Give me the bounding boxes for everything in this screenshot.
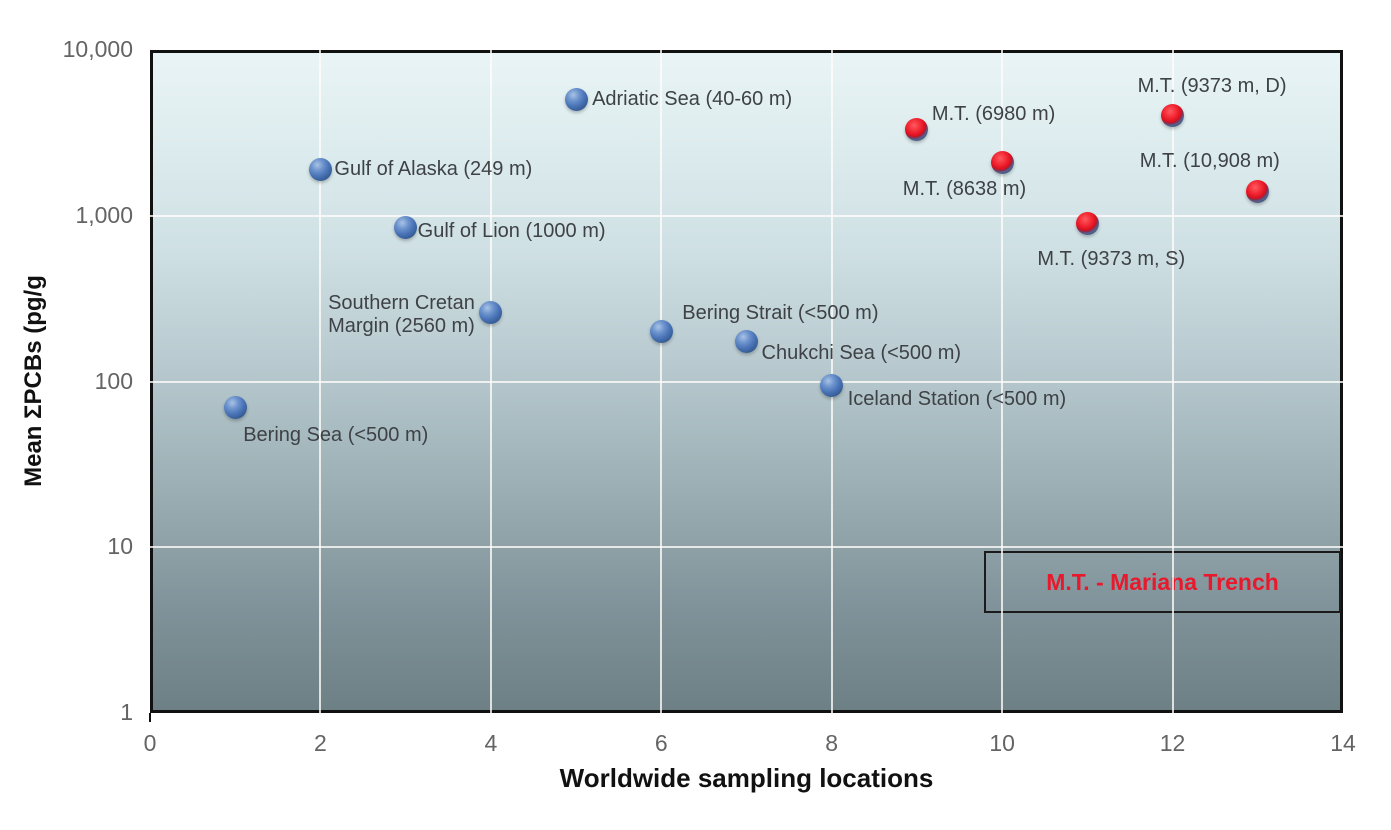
x-tick-label: 0 <box>143 730 157 756</box>
x-tick-label: 10 <box>989 730 1015 756</box>
data-point <box>649 320 673 344</box>
data-point-label: M.T. (6980 m) <box>931 102 1056 125</box>
data-point <box>1161 104 1185 128</box>
data-point <box>308 158 332 182</box>
y-tick-label: 10,000 <box>62 36 133 62</box>
legend-box: M.T. - Mariana Trench <box>984 551 1341 613</box>
data-point-label: M.T. (9373 m, S) <box>1037 248 1186 271</box>
data-point <box>223 395 247 419</box>
y-tick-label: 1,000 <box>75 201 133 228</box>
data-point-label: Iceland Station (<500 m) <box>847 388 1067 411</box>
data-point <box>905 118 929 142</box>
data-point <box>1075 211 1099 235</box>
x-axis-tick <box>149 713 151 722</box>
y-tick-label: 1 <box>120 699 133 725</box>
horizontal-gridline <box>150 380 1343 383</box>
y-tick-label: 100 <box>94 367 133 394</box>
data-point-label: Adriatic Sea (40-60 m) <box>592 87 793 110</box>
y-tick-label: 10 <box>107 533 133 560</box>
horizontal-gridline <box>150 214 1343 217</box>
x-tick-label: 14 <box>1330 730 1356 756</box>
data-point-label: M.T. (10,908 m) <box>1139 149 1280 172</box>
data-point-label: Gulf of Alaska (249 m) <box>334 157 533 180</box>
data-point <box>1246 180 1270 204</box>
data-point <box>479 301 503 325</box>
data-point-label: Gulf of Lion (1000 m) <box>417 220 606 243</box>
data-point <box>394 215 418 239</box>
data-point-label: Bering Sea (<500 m) <box>243 424 429 447</box>
x-tick-label: 4 <box>484 730 498 756</box>
data-point <box>820 373 844 397</box>
x-axis-title: Worldwide sampling locations <box>559 763 934 793</box>
data-point <box>735 329 758 353</box>
data-point <box>564 88 588 112</box>
x-tick-label: 8 <box>825 730 839 756</box>
horizontal-gridline <box>150 546 1343 549</box>
data-point-label: M.T. (8638 m) <box>902 178 1027 201</box>
x-tick-label: 6 <box>654 730 668 756</box>
data-point-label: Southern Cretan Margin (2560 m) <box>328 291 475 337</box>
legend-text: M.T. - Mariana Trench <box>1046 568 1279 595</box>
data-point-label: M.T. (9373 m, D) <box>1137 74 1287 97</box>
x-tick-label: 12 <box>1159 730 1186 756</box>
data-point-label: Bering Strait (<500 m) <box>682 301 879 324</box>
data-point <box>990 150 1014 174</box>
x-tick-label: 2 <box>314 730 327 756</box>
data-point-label: Chukchi Sea (<500 m) <box>761 342 962 365</box>
